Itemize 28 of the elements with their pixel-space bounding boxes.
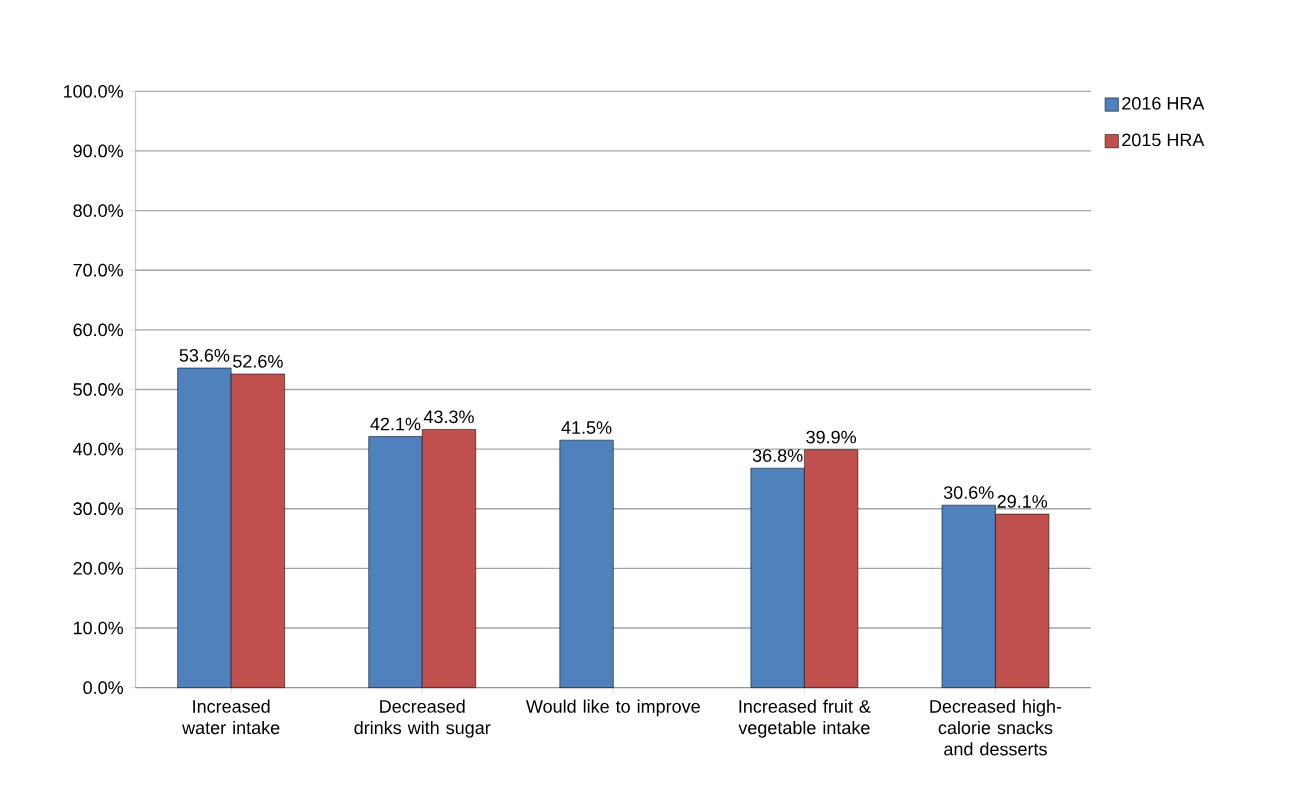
y-tick-label: 70.0% [73,263,124,277]
data-label: 41.5% [561,421,612,434]
x-tick-label: Increased water intake [182,699,280,735]
y-tick-label: 60.0% [73,323,124,337]
y-tick-label: 30.0% [73,502,124,516]
data-label: 52.6% [233,354,283,368]
legend-label: 2016 HRA [1122,96,1205,110]
legend-label: 2015 HRA [1122,133,1205,147]
x-tick-label: Increased fruit & vegetable intake [738,699,871,738]
y-tick-label: 50.0% [73,383,124,396]
x-tick-label: Would like to improve [526,699,700,717]
bar [559,439,614,688]
y-tick-label: 100.0% [63,84,124,98]
data-label: 39.9% [806,430,857,444]
y-tick-label: 90.0% [73,144,124,158]
data-label: 30.6% [943,486,994,499]
y-tick-label: 20.0% [73,562,124,575]
x-tick-label: Decreased high-calorie snacks and desserts [930,699,1062,756]
y-tick-label: 40.0% [73,442,124,456]
data-label: 29.1% [997,495,1048,508]
x-tick-label: Decreased drinks with sugar [354,699,491,738]
y-tick-label: 0.0% [83,681,124,695]
data-label: 53.6% [179,349,230,362]
data-label: 42.1% [370,417,421,431]
data-label: 36.8% [752,449,803,462]
data-label: 43.3% [423,410,474,424]
y-tick-label: 10.0% [73,621,124,635]
y-tick-label: 80.0% [73,204,124,217]
